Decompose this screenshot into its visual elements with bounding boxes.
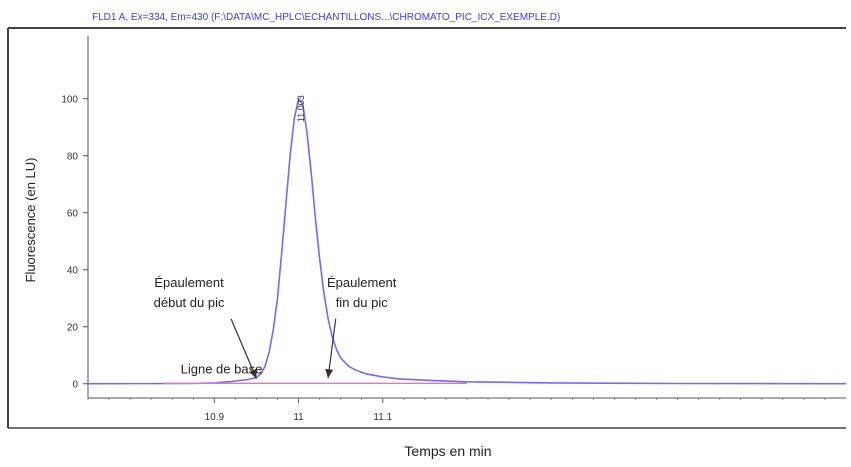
arrowhead-icon — [325, 368, 334, 379]
x-axis-ticks: 10.9 11 11.1 — [87, 398, 826, 423]
series-layer — [87, 97, 847, 385]
y-tick-label: 80 — [67, 152, 79, 163]
baseline-annotation: Ligne de base — [181, 361, 263, 376]
annotation-arrow — [327, 318, 337, 379]
x-tick-label: 11 — [293, 412, 304, 423]
y-tick-label: 40 — [67, 266, 79, 277]
shoulder-start-annotation: Épaulement début du pic — [154, 275, 225, 310]
y-tick-label: 20 — [67, 323, 79, 334]
arrowhead-icon — [249, 368, 257, 379]
signal-trace — [87, 97, 847, 385]
x-tick-label: 10.9 — [205, 412, 225, 423]
annotation-arrow — [230, 318, 257, 379]
x-axis-label: Temps en min — [404, 443, 491, 459]
peak-retention-label: 11.003 — [296, 95, 306, 122]
y-axis-ticks: 0 20 40 60 80 100 — [61, 95, 88, 391]
y-axis-label: Fluorescence (en LU) — [23, 158, 38, 283]
y-tick-label: 0 — [72, 380, 78, 391]
annotation-layer: 11.003 Ligne de base Épaulement début du pi… — [154, 95, 397, 379]
chart-title: FLD1 A, Ex=334, Em=430 (F:\DATA\MC_HPLC\… — [92, 12, 560, 23]
y-tick-label: 60 — [67, 209, 79, 220]
x-tick-label: 11.1 — [373, 412, 392, 423]
y-tick-label: 100 — [61, 95, 78, 106]
shoulder-end-annotation: Épaulement fin du pic — [327, 275, 397, 310]
